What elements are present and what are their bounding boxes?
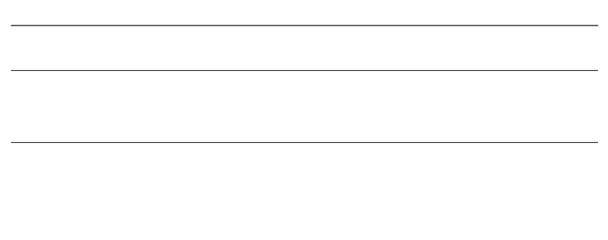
- Text: Trans-Caucasus (3 countries): Trans-Caucasus (3 countries): [15, 103, 167, 113]
- Text: 1.73: 1.73: [496, 84, 519, 94]
- Text: Rural
population: Rural population: [346, 38, 402, 60]
- Text: Source: Official Statistics of the Countries of the Commonwealth of Independent : Source: Official Statistics of the Count…: [13, 187, 608, 196]
- Text: Source:: Source:: [13, 187, 46, 196]
- Text: 0.08: 0.08: [232, 103, 255, 113]
- Text: Agricultural
labor: Agricultural labor: [477, 38, 538, 60]
- Text: Note: Growth of population and agricultural labor are calculated from regional a: Note: Growth of population and agricultu…: [13, 151, 584, 160]
- Text: 1.48: 1.48: [232, 84, 255, 94]
- Text: −0.76: −0.76: [358, 122, 390, 132]
- Text: European region (4 countries): European region (4 countries): [15, 122, 171, 132]
- Text: −0.51: −0.51: [227, 122, 259, 132]
- Text: World of Labor: World of Labor: [528, 224, 595, 233]
- Text: Note:: Note:: [13, 151, 37, 160]
- Text: −2.51: −2.51: [492, 122, 523, 132]
- Text: 2.42: 2.42: [496, 103, 519, 113]
- Text: 0.39: 0.39: [362, 103, 385, 113]
- Text: Central Asia (5 countries): Central Asia (5 countries): [15, 84, 148, 94]
- Text: Growth of population and agricultural labor are calculated from regional aggrega: Growth of population and agricultural la…: [34, 151, 582, 160]
- Text: Figure 2. Growth of population and agricultural labor 1990–2011: Figure 2. Growth of population and agric…: [13, 10, 350, 20]
- Text: 1.36: 1.36: [362, 84, 385, 94]
- Text: Region: Region: [15, 38, 51, 48]
- Text: I Z A: I Z A: [570, 209, 595, 219]
- Text: Population: Population: [216, 38, 271, 48]
